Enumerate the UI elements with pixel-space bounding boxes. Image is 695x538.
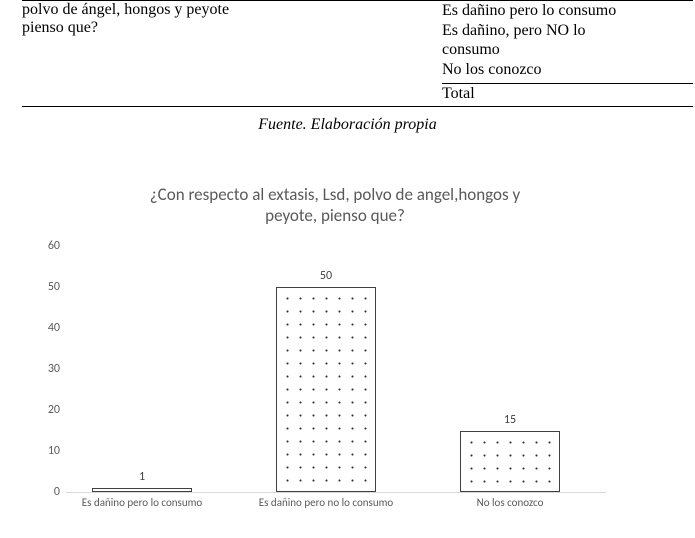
table-option-2: No los conozco [442, 60, 632, 80]
y-tick-label: 20 [38, 403, 60, 417]
table-area: polvo de ángel, hongos y peyote pienso q… [22, 0, 693, 107]
y-tick-label: 0 [38, 485, 60, 499]
bar [460, 431, 560, 493]
table-question: polvo de ángel, hongos y peyote pienso q… [22, 1, 442, 104]
category-label: Es dañino pero no lo consumo [251, 496, 401, 509]
table-option-1: Es dañino, pero NO lo consumo [442, 21, 632, 60]
y-tick-label: 10 [38, 444, 60, 458]
y-tick-label: 50 [38, 280, 60, 294]
table-option-3: Total [442, 84, 632, 104]
category-label: Es dañino pero lo consumo [67, 496, 217, 509]
y-tick-label: 60 [38, 239, 60, 253]
bar-value-label: 15 [490, 413, 530, 427]
table-option-0: Es dañino pero lo consumo [442, 1, 632, 21]
chart-title: ¿Con respecto al extasis, Lsd, polvo de … [40, 184, 630, 227]
bar [92, 488, 192, 492]
y-tick-label: 30 [38, 362, 60, 376]
table-row: polvo de ángel, hongos y peyote pienso q… [22, 1, 693, 104]
category-label: No los conozco [435, 496, 585, 509]
bar [276, 287, 376, 492]
chart-title-line1: ¿Con respecto al extasis, Lsd, polvo de … [40, 184, 630, 205]
bar-value-label: 1 [122, 470, 162, 484]
figure-caption: Fuente. Elaboración propia [0, 116, 695, 134]
chart-area: ¿Con respecto al extasis, Lsd, polvo de … [40, 170, 630, 530]
table-bottomrule [22, 106, 693, 107]
question-line-1: polvo de ángel, hongos y peyote [22, 1, 442, 19]
plot-area: 01020304050601Es dañino pero lo consumo5… [66, 246, 606, 492]
baseline [66, 492, 606, 493]
bar-value-label: 50 [306, 269, 346, 283]
y-tick-label: 40 [38, 321, 60, 335]
chart-title-line2: peyote, pienso que? [40, 205, 630, 226]
question-line-2: pienso que? [22, 19, 442, 37]
